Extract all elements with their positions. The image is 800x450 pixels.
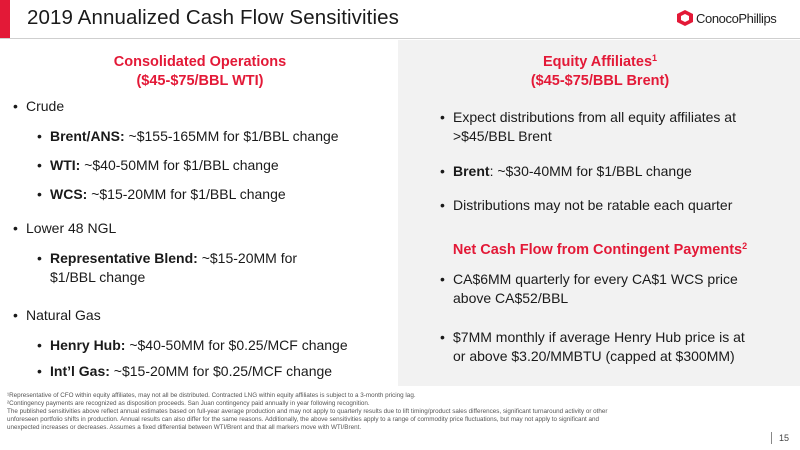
contingent-heading-text: Net Cash Flow from Contingent Payments (452, 242, 743, 258)
logo-mark-icon (677, 10, 693, 26)
intl-gas-label: Int’l Gas: (50, 363, 110, 379)
disclaimer-line3: unexpected increases or decreases. Assum… (7, 424, 362, 431)
brent-ans-label: Brent/ANS: (50, 128, 125, 144)
bullet-dot-icon: • (13, 220, 18, 236)
bullet-ratable: • Distributions may not be ratable each … (440, 196, 733, 215)
bullet-intl-gas: • Int’l Gas: ~$15-20MM for $0.25/MCF cha… (37, 362, 333, 381)
hh-monthly-line1: $7MM monthly if average Henry Hub price … (453, 329, 745, 345)
bullet-henry-hub-monthly: • $7MM monthly if average Henry Hub pric… (440, 328, 745, 366)
bullet-dot-icon: • (440, 329, 445, 345)
ratable-text: Distributions may not be ratable each qu… (453, 197, 733, 213)
bullet-wcs: • WCS: ~$15-20MM for $1/BBL change (37, 185, 286, 204)
crude-label: Crude (26, 98, 65, 114)
equity-brent-label: Brent (453, 163, 490, 179)
brent-ans-text: ~$155-165MM for $1/BBL change (124, 128, 339, 144)
wcs-text: ~$15-20MM for $1/BBL change (87, 186, 286, 202)
ngl-label: Lower 48 NGL (26, 220, 117, 236)
bullet-dot-icon: • (13, 307, 18, 323)
equity-affiliates-heading: Equity Affiliates1 ($45-$75/BBL Brent) (460, 53, 740, 91)
conocophillips-logo: ConocoPhillips (675, 8, 791, 30)
disclaimer-line1: The published sensitivities above reflec… (7, 408, 608, 415)
page-title: 2019 Annualized Cash Flow Sensitivities (27, 6, 399, 29)
page-number: 15 (779, 433, 790, 443)
bullet-representative-blend: • Representative Blend: ~$15-20MM for $1… (37, 249, 298, 287)
logo-text: ConocoPhillips (696, 11, 777, 26)
henry-hub-label: Henry Hub: (50, 337, 126, 353)
footnote-ref-2: 2 (742, 241, 748, 251)
gas-label: Natural Gas (26, 307, 101, 323)
wti-label: WTI: (50, 157, 81, 173)
footnote-1: ¹Representative of CFO within equity aff… (7, 392, 416, 399)
footnote-2: ²Contingency payments are recognized as … (7, 400, 370, 407)
bullet-dot-icon: • (440, 163, 445, 179)
equity-brent-text: : ~$30-40MM for $1/BBL change (489, 163, 692, 179)
bullet-dot-icon: • (37, 363, 42, 379)
bullet-dot-icon: • (13, 98, 18, 114)
rep-blend-label: Representative Blend: (50, 250, 198, 266)
henry-hub-text: ~$40-50MM for $0.25/MCF change (125, 337, 348, 353)
footnote-ref-1: 1 (652, 53, 658, 63)
page-number-divider (771, 432, 772, 444)
expect-line2: >$45/BBL Brent (453, 128, 552, 144)
bullet-lower48-ngl: • Lower 48 NGL (13, 219, 117, 238)
hh-monthly-line2: or above $3.20/MMBTU (capped at $300MM) (453, 348, 735, 364)
rep-blend-text-line2: $1/BBL change (50, 269, 146, 285)
footnotes: ¹Representative of CFO within equity aff… (7, 392, 767, 432)
intl-gas-text: ~$15-20MM for $0.25/MCF change (109, 363, 333, 379)
bullet-dot-icon: • (440, 109, 445, 125)
bullet-natural-gas: • Natural Gas (13, 306, 101, 325)
wcs-label: WCS: (50, 186, 88, 202)
consolidated-heading-line2: ($45-$75/BBL WTI) (136, 73, 264, 89)
expect-line1: Expect distributions from all equity aff… (453, 109, 736, 125)
bullet-dot-icon: • (37, 128, 42, 144)
bullet-wti: • WTI: ~$40-50MM for $1/BBL change (37, 156, 279, 175)
bullet-dot-icon: • (37, 157, 42, 173)
wti-text: ~$40-50MM for $1/BBL change (80, 157, 279, 173)
bullet-expect-distributions: • Expect distributions from all equity a… (440, 108, 736, 146)
bullet-dot-icon: • (440, 271, 445, 287)
bullet-dot-icon: • (440, 197, 445, 213)
disclaimer-line2: unforeseen portfolio shifts in productio… (7, 416, 600, 423)
consolidated-heading: Consolidated Operations ($45-$75/BBL WTI… (100, 53, 300, 91)
bullet-crude: • Crude (13, 97, 65, 116)
bullet-dot-icon: • (37, 250, 42, 266)
equity-heading-line2: ($45-$75/BBL Brent) (530, 73, 670, 89)
equity-affiliates-panel (398, 40, 800, 386)
rep-blend-text-line1: ~$15-20MM for (197, 250, 298, 266)
contingent-payments-heading: Net Cash Flow from Contingent Payments2 (420, 241, 780, 260)
bullet-henry-hub: • Henry Hub: ~$40-50MM for $0.25/MCF cha… (37, 336, 348, 355)
bullet-ca-wcs: • CA$6MM quarterly for every CA$1 WCS pr… (440, 270, 738, 308)
equity-heading-line1: Equity Affiliates (542, 54, 653, 70)
bullet-equity-brent: • Brent: ~$30-40MM for $1/BBL change (440, 162, 692, 181)
ca-line1: CA$6MM quarterly for every CA$1 WCS pric… (453, 271, 738, 287)
consolidated-heading-line1: Consolidated Operations (113, 54, 287, 70)
bullet-dot-icon: • (37, 186, 42, 202)
title-bar: 2019 Annualized Cash Flow Sensitivities … (0, 0, 800, 39)
ca-line2: above CA$52/BBL (453, 290, 569, 306)
bullet-dot-icon: • (37, 337, 42, 353)
bullet-brent-ans: • Brent/ANS: ~$155-165MM for $1/BBL chan… (37, 127, 339, 146)
accent-strip (0, 0, 10, 38)
